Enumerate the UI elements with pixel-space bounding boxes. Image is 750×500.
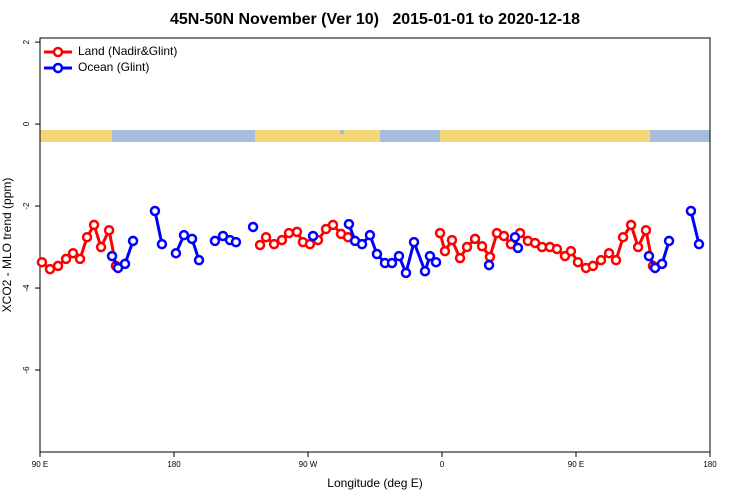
data-point — [484, 251, 496, 263]
legend: Land (Nadir&Glint) Ocean (Glint) — [44, 44, 177, 74]
data-point — [268, 238, 280, 250]
x-tick-label: 90 E — [568, 460, 584, 469]
plot-frame — [39, 37, 711, 453]
legend-marker — [52, 46, 64, 58]
legend-marker — [52, 62, 64, 74]
x-tick-label: 180 — [703, 460, 717, 469]
data-point — [386, 257, 398, 269]
data-point — [364, 229, 376, 241]
data-point — [498, 230, 510, 242]
data-point — [209, 235, 221, 247]
data-point — [127, 235, 139, 247]
data-point — [393, 250, 405, 262]
data-point — [36, 256, 48, 268]
y-tick-label: -4 — [22, 284, 31, 292]
data-point — [247, 221, 259, 233]
x-axis-label: Longitude (deg E) — [327, 476, 422, 490]
data-point — [643, 250, 655, 262]
map-strip — [40, 130, 710, 142]
data-point — [67, 247, 79, 259]
data-point — [595, 254, 607, 266]
data-point — [88, 219, 100, 231]
data-point — [178, 229, 190, 241]
y-tick-label: 2 — [22, 39, 31, 44]
data-point — [408, 236, 420, 248]
data-point — [446, 234, 458, 246]
data-point — [469, 233, 481, 245]
data-point — [625, 219, 637, 231]
data-point — [95, 241, 107, 253]
y-tick-label: 0 — [22, 121, 31, 126]
data-point — [640, 224, 652, 236]
data-point — [193, 254, 205, 266]
data-point — [693, 238, 705, 250]
data-point — [149, 205, 161, 217]
data-point — [587, 260, 599, 272]
data-point — [230, 236, 242, 248]
data-point — [156, 238, 168, 250]
legend-label: Ocean (Glint) — [78, 60, 149, 74]
data-point — [565, 245, 577, 257]
x-tick-label: 0 — [440, 460, 445, 469]
land-band — [440, 130, 650, 142]
data-point — [483, 259, 495, 271]
data-point — [343, 218, 355, 230]
data-point — [186, 233, 198, 245]
data-point — [276, 234, 288, 246]
land-band — [255, 130, 380, 142]
data-point — [685, 205, 697, 217]
data-point — [476, 240, 488, 252]
data-point — [304, 238, 316, 250]
data-point — [307, 230, 319, 242]
data-point — [424, 250, 436, 262]
y-tick-label: -6 — [22, 366, 31, 374]
data-point — [461, 241, 473, 253]
legend-label: Land (Nadir&Glint) — [78, 44, 177, 58]
data-point — [430, 256, 442, 268]
data-point — [572, 256, 584, 268]
data-point — [254, 239, 266, 251]
data-point — [512, 242, 524, 254]
data-point — [74, 253, 86, 265]
y-tick-label: -2 — [22, 202, 31, 210]
data-point — [356, 238, 368, 250]
ocean-band — [340, 130, 344, 134]
data-point — [291, 226, 303, 238]
data-point — [617, 231, 629, 243]
series-line — [689, 210, 701, 245]
data-point — [439, 245, 451, 257]
data-point — [327, 219, 339, 231]
data-point — [103, 224, 115, 236]
data-point — [419, 265, 431, 277]
data-point — [119, 258, 131, 270]
chart-title: 45N-50N November (Ver 10) 2015-01-01 to … — [170, 11, 580, 28]
x-tick-label: 90 E — [32, 460, 48, 469]
y-axis-label: XCO2 - MLO trend (ppm) — [0, 178, 14, 313]
data-point — [632, 241, 644, 253]
data-point — [434, 227, 446, 239]
data-point — [656, 258, 668, 270]
data-point — [81, 231, 93, 243]
data-point — [509, 231, 521, 243]
data-point — [603, 247, 615, 259]
data-point — [60, 253, 72, 265]
data-point — [454, 252, 466, 264]
data-point — [170, 247, 182, 259]
x-tick-label: 90 W — [299, 460, 318, 469]
data-point — [44, 263, 56, 275]
land-band — [40, 130, 112, 142]
x-tick-label: 180 — [167, 460, 181, 469]
data-point — [610, 254, 622, 266]
data-point — [551, 243, 563, 255]
data-point — [106, 250, 118, 262]
data-point — [52, 260, 64, 272]
series-line — [153, 210, 164, 245]
data-point — [663, 235, 675, 247]
data-point — [260, 231, 272, 243]
data-point — [283, 227, 295, 239]
data-point — [400, 267, 412, 279]
data-point — [371, 248, 383, 260]
